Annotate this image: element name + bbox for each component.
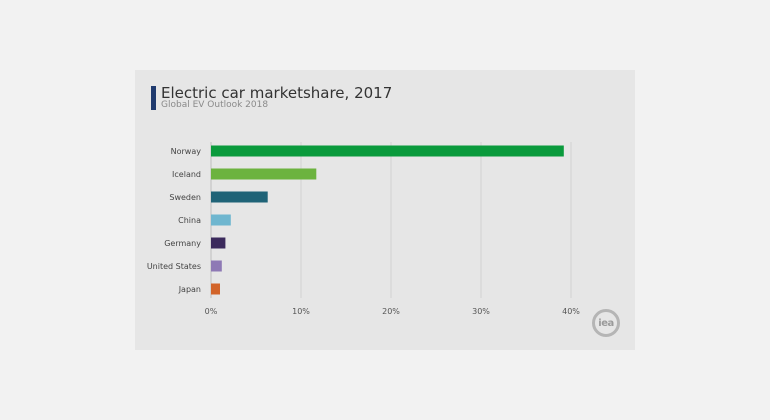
category-label: Iceland (172, 170, 201, 179)
bar-chart: 0% 10% 20% 30% 40% Norway Iceland Sweden China Ge… (147, 142, 580, 316)
bar-germany (211, 237, 226, 249)
category-label: Japan (178, 285, 201, 294)
title-accent-bar (151, 86, 156, 110)
logo-text: iea (598, 317, 614, 329)
x-tick-label: 40% (562, 307, 580, 316)
bar-japan (211, 283, 220, 295)
x-tick-label: 20% (382, 307, 400, 316)
category-label: United States (147, 262, 201, 271)
category-label: Norway (171, 147, 202, 156)
category-label: Germany (164, 239, 201, 248)
category-label: China (178, 216, 201, 225)
category-label: Sweden (169, 193, 201, 202)
x-tick-label: 30% (472, 307, 490, 316)
iea-logo-icon: iea (592, 309, 620, 337)
x-tick-label: 0% (205, 307, 218, 316)
chart-subtitle: Global EV Outlook 2018 (161, 100, 269, 110)
x-tick-label: 10% (292, 307, 310, 316)
bar-sweden (211, 191, 268, 203)
bar-china (211, 214, 231, 226)
chart-card: Electric car marketshare, 2017 Global EV… (135, 70, 635, 350)
bar-united-states (211, 260, 222, 272)
chart-title: Electric car marketshare, 2017 (161, 84, 393, 102)
bar-iceland (211, 168, 317, 180)
bar-norway (211, 145, 564, 157)
